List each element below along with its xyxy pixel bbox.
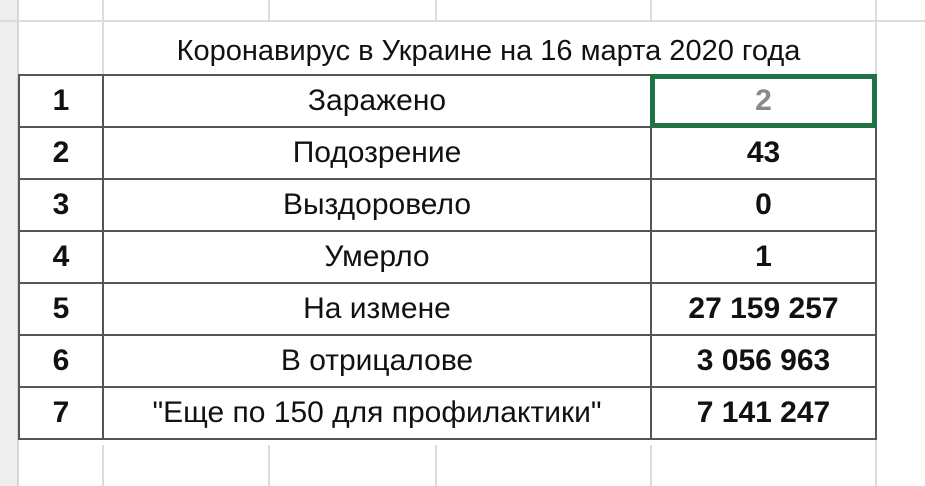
- row-header-strip: [0, 0, 19, 486]
- gridline: [268, 0, 270, 22]
- row-value[interactable]: 27 159 257: [650, 282, 877, 336]
- row-number[interactable]: 4: [18, 230, 104, 284]
- gridline: [875, 0, 877, 486]
- gridline: [435, 0, 437, 22]
- row-number[interactable]: 7: [18, 386, 104, 440]
- gridline: [650, 0, 652, 22]
- table-row: 7 "Еще по 150 для профилактики" 7 141 24…: [18, 386, 877, 440]
- row-label[interactable]: На измене: [102, 282, 652, 336]
- gridline: [650, 445, 652, 486]
- row-number[interactable]: 3: [18, 178, 104, 232]
- gridline: [102, 445, 104, 486]
- gridline: [102, 22, 104, 74]
- row-value[interactable]: 43: [650, 126, 877, 180]
- table-row: 3 Выздоровело 0: [18, 178, 877, 232]
- row-number[interactable]: 2: [18, 126, 104, 180]
- row-label[interactable]: Подозрение: [102, 126, 652, 180]
- row-value[interactable]: 1: [650, 230, 877, 284]
- row-label[interactable]: Умерло: [102, 230, 652, 284]
- gridline: [102, 0, 104, 22]
- row-number[interactable]: 1: [18, 74, 104, 128]
- table-row: 1 Заражено 2: [18, 74, 877, 128]
- table-row: 5 На измене 27 159 257: [18, 282, 877, 336]
- row-value-selected-cell[interactable]: 2: [650, 74, 877, 128]
- row-label[interactable]: "Еще по 150 для профилактики": [102, 386, 652, 440]
- gridline: [268, 445, 270, 486]
- row-value[interactable]: 7 141 247: [650, 386, 877, 440]
- row-number[interactable]: 6: [18, 334, 104, 388]
- stats-table: 1 Заражено 2 2 Подозрение 43 3 Выздорове…: [18, 74, 877, 440]
- row-value[interactable]: 0: [650, 178, 877, 232]
- gridline: [435, 445, 437, 486]
- row-label[interactable]: Выздоровело: [102, 178, 652, 232]
- row-value[interactable]: 3 056 963: [650, 334, 877, 388]
- gridline: [0, 20, 925, 22]
- row-label[interactable]: В отрицалове: [102, 334, 652, 388]
- row-number[interactable]: 5: [18, 282, 104, 336]
- table-title[interactable]: Коронавирус в Украине на 16 марта 2020 г…: [176, 35, 801, 67]
- table-row: 4 Умерло 1: [18, 230, 877, 284]
- row-label[interactable]: Заражено: [102, 74, 652, 128]
- table-row: 6 В отрицалове 3 056 963: [18, 334, 877, 388]
- table-row: 2 Подозрение 43: [18, 126, 877, 180]
